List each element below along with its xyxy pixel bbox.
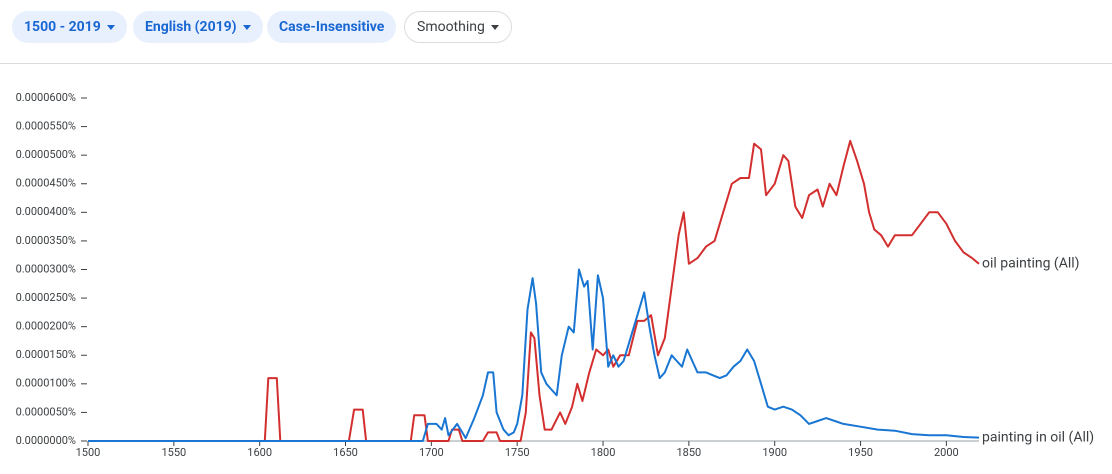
- y-tick-label: 0.0000150%: [16, 348, 76, 361]
- y-tick-label: 0.0000550%: [16, 119, 76, 132]
- series-line: [88, 139, 980, 442]
- y-tick-label: 0.0000600%: [16, 91, 76, 104]
- series-line: [88, 268, 980, 442]
- series-label: painting in oil (All): [982, 429, 1094, 445]
- y-tick-label: 0.0000400%: [16, 205, 76, 218]
- x-tick-label: 1900: [762, 446, 787, 459]
- series-label: oil painting (All): [982, 255, 1080, 271]
- x-tick-label: 1650: [333, 446, 358, 459]
- y-tick-label: 0.0000200%: [16, 320, 76, 333]
- button-label: English (2019): [145, 19, 237, 35]
- button-label: Case-Insensitive: [279, 19, 385, 35]
- x-tick-label: 1600: [247, 446, 272, 459]
- y-tick-label: 0.0000000%: [16, 434, 76, 447]
- y-tick-label: 0.0000350%: [16, 234, 76, 247]
- y-tick-label: 0.0000050%: [16, 405, 76, 418]
- y-tick-label: 0.0000100%: [16, 377, 76, 390]
- x-tick-label: 1550: [161, 446, 186, 459]
- x-tick-label: 1700: [419, 446, 444, 459]
- corpus-button[interactable]: English (2019): [133, 11, 263, 43]
- x-tick-label: 1950: [848, 446, 873, 459]
- toolbar: 1500 - 2019 English (2019) Case-Insensit…: [0, 0, 1112, 64]
- y-tick-label: 0.0000500%: [16, 148, 76, 161]
- x-tick-label: 2000: [934, 446, 959, 459]
- case-button[interactable]: Case-Insensitive: [267, 11, 397, 43]
- y-tick-label: 0.0000250%: [16, 291, 76, 304]
- button-label: 1500 - 2019: [24, 19, 101, 35]
- x-tick-label: 1850: [676, 446, 701, 459]
- button-label: Smoothing: [417, 19, 485, 35]
- x-tick-label: 1750: [505, 446, 530, 459]
- y-tick-label: 0.0000450%: [16, 177, 76, 190]
- date-range-button[interactable]: 1500 - 2019: [12, 11, 127, 43]
- y-tick-label: 0.0000300%: [16, 262, 76, 275]
- x-tick-label: 1800: [591, 446, 616, 459]
- x-tick-label: 1500: [76, 446, 101, 459]
- smoothing-button[interactable]: Smoothing: [404, 11, 512, 43]
